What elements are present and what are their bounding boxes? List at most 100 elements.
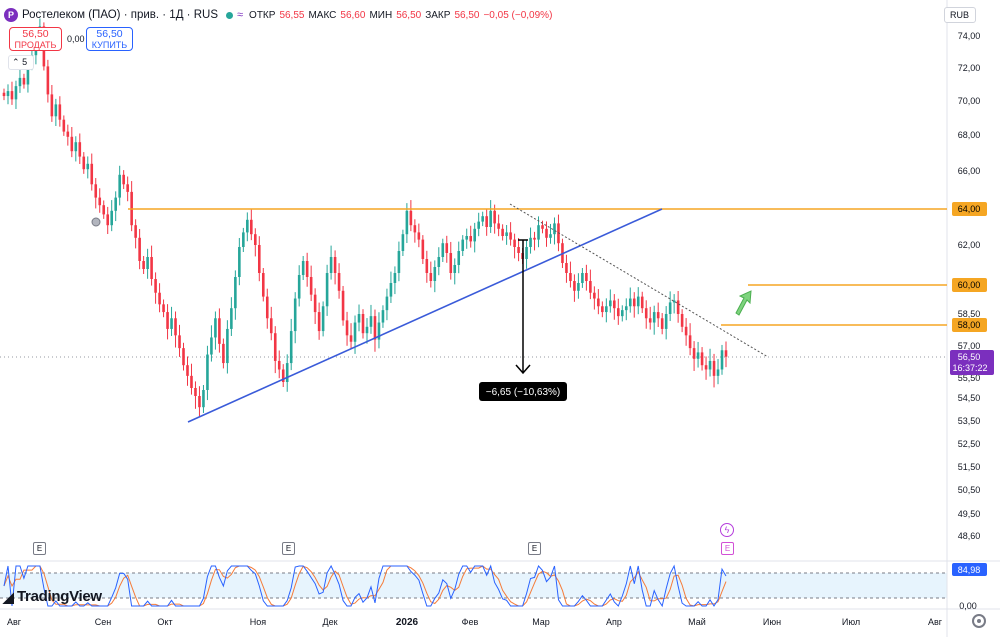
candle-body [389,283,393,297]
candle-body [525,247,528,259]
candle-body [70,136,74,152]
candle-body [712,360,716,376]
time-tick-label: Окт [157,617,172,627]
symbol-legend[interactable]: P Ростелеком (ПАО) · прив. · 1Д · RUS ≈ … [4,6,552,24]
candle-body [261,273,265,297]
candle-body [277,360,281,370]
candle-body [644,308,648,319]
settings-gear-icon[interactable] [972,614,986,628]
candle-body [601,306,604,313]
time-tick-label: Апр [606,617,622,627]
stoch-value-tag-box [952,563,987,576]
candle-body [333,257,337,273]
earnings-upcoming-icon[interactable]: E [721,542,734,555]
bolt-event-icon[interactable]: ϟ [720,523,734,537]
candle-body [325,273,329,307]
candle-body [66,131,70,137]
candle-body [14,86,18,100]
candle-body [684,326,688,336]
candle-body [397,251,401,273]
candle-body [174,318,177,336]
candle-body [501,228,504,236]
candle-body [305,261,309,277]
last-price-tag-box [950,350,994,375]
live-status-icon [226,11,233,19]
sell-button[interactable]: 56,50 ПРОДАТЬ [9,27,62,51]
currency-select[interactable]: RUB [944,7,976,23]
candle-body [365,326,369,334]
candle-body [413,225,417,233]
candle-body [341,290,345,321]
candle-body [664,314,668,329]
bar-countdown: 16:37:22 [952,363,987,373]
candle-body [433,267,437,281]
candle-body [569,273,572,281]
price-tick-label: 74,00 [958,31,981,41]
candle-body [581,273,584,283]
candle-body [170,318,173,329]
candle-body [716,369,720,376]
time-tick-label: Сен [95,617,112,627]
earnings-marker-icon[interactable]: E [33,542,46,555]
measure-label: −6,65 (−10,63%) [486,387,561,398]
candle-body [238,247,241,277]
price-tick-label: 48,60 [958,531,981,541]
candle-body [457,251,461,265]
candle-body [549,234,552,238]
buy-button[interactable]: 56,50 КУПИТЬ [86,27,133,51]
candle-body [704,365,708,370]
candle-body [724,350,728,357]
candle-body [210,337,213,355]
candle-body [648,318,652,323]
candle-body [441,243,445,257]
close-label: ЗАКР [425,9,451,21]
time-axis[interactable]: Авг Сен Окт Ноя Дек 2026 Фев Мар Апр Май Июн Июл Авг [7,617,943,628]
candle-body [357,314,361,323]
candle-body [589,281,592,293]
candle-body [138,237,141,261]
candle-body [226,328,229,364]
chevron-up-icon: ⌃ [12,57,20,67]
stoch-value-tag: 84,98 [958,565,981,575]
dividend-marker-icon[interactable] [91,217,101,227]
earnings-marker-icon[interactable]: E [528,542,541,555]
candle-body [250,219,253,235]
candle-body [321,306,325,332]
candle-body [86,163,90,170]
candle-body [513,239,516,247]
price-tick-label: 62,00 [958,240,981,250]
candle-body [126,184,129,192]
candle-body [353,322,357,342]
spread-value: 0,00 [67,34,85,44]
candle-body [349,335,353,342]
candle-body [98,197,102,206]
time-tick-label: Июл [842,617,860,627]
indicators-collapse-button[interactable]: ⌃ 5 [8,55,34,70]
approx-icon[interactable]: ≈ [237,9,244,21]
price-tick-label: 55,50 [958,373,981,383]
downtrend-line[interactable] [509,203,769,358]
symbol-title[interactable]: Ростелеком (ПАО) · прив. · 1Д · RUS [22,9,218,21]
candle-body [317,312,321,332]
candle-body [345,320,349,336]
candle-body [78,142,82,157]
candle-body [628,298,632,307]
candle-body [660,318,664,329]
price-tick-label: 66,00 [958,166,981,176]
indicators-count: 5 [22,57,28,67]
time-tick-label: Дек [322,617,337,627]
candle-body [178,335,181,349]
measure-arrow-head [515,364,531,375]
time-tick-label: Авг [928,617,943,627]
earnings-marker-icon[interactable]: E [282,542,295,555]
candle-body [632,298,636,307]
candle-body [265,296,269,319]
green-up-arrow[interactable] [735,290,752,316]
candle-body [50,94,54,117]
candle-body [82,156,86,170]
uptrend-line[interactable] [187,208,663,423]
price-tick-label: 72,00 [958,63,981,73]
candle-body [230,308,233,329]
candle-body [309,277,313,295]
